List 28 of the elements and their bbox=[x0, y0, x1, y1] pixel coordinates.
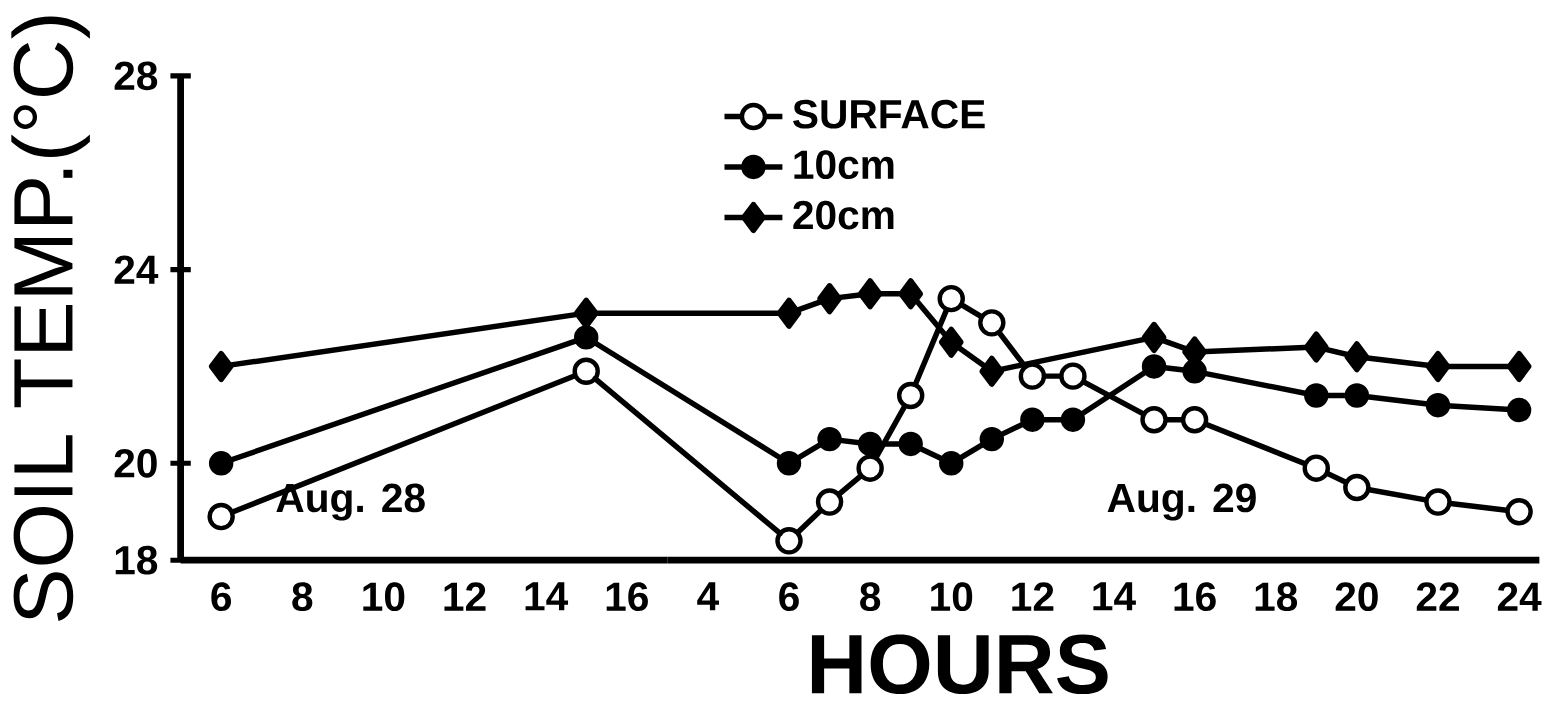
x-axis-title: HOURS bbox=[811, 634, 1108, 694]
x-tick-label: 18 bbox=[1255, 582, 1298, 611]
x-tick-label: 14 bbox=[525, 582, 569, 611]
x-tick-label: 8 bbox=[292, 582, 313, 611]
legend-label: SURFACE bbox=[793, 99, 985, 129]
x-tick-label: 12 bbox=[444, 582, 486, 611]
x-tick-label: 10 bbox=[931, 582, 973, 611]
x-tick-label: 16 bbox=[606, 582, 648, 611]
legend-label: 20cm bbox=[793, 200, 894, 230]
x-tick-label: 16 bbox=[1174, 582, 1216, 611]
y-tick-label: 28 bbox=[114, 61, 158, 91]
y-axis-title: SOIL TEMP.(°C) bbox=[11, 16, 90, 621]
x-tick-label: 20 bbox=[1335, 582, 1378, 611]
x-tick-label: 6 bbox=[211, 582, 232, 611]
legend-label: 10cm bbox=[794, 150, 894, 179]
x-tick-label: 22 bbox=[1416, 582, 1459, 611]
annotation: Aug. 28 bbox=[276, 483, 425, 521]
x-tick-label: 12 bbox=[1012, 582, 1054, 611]
y-tick-label: 20 bbox=[114, 448, 157, 478]
annotation: Aug. 29 bbox=[1107, 483, 1256, 521]
x-tick-label: 24 bbox=[1497, 582, 1542, 611]
x-tick-label: 10 bbox=[363, 582, 405, 611]
y-tick-label: 24 bbox=[114, 255, 159, 284]
x-tick-label: 4 bbox=[697, 582, 719, 611]
x-tick-label: 8 bbox=[860, 582, 881, 611]
x-tick-label: 6 bbox=[779, 582, 799, 611]
y-tick-label: 18 bbox=[115, 545, 158, 575]
x-tick-label: 14 bbox=[1093, 582, 1136, 611]
